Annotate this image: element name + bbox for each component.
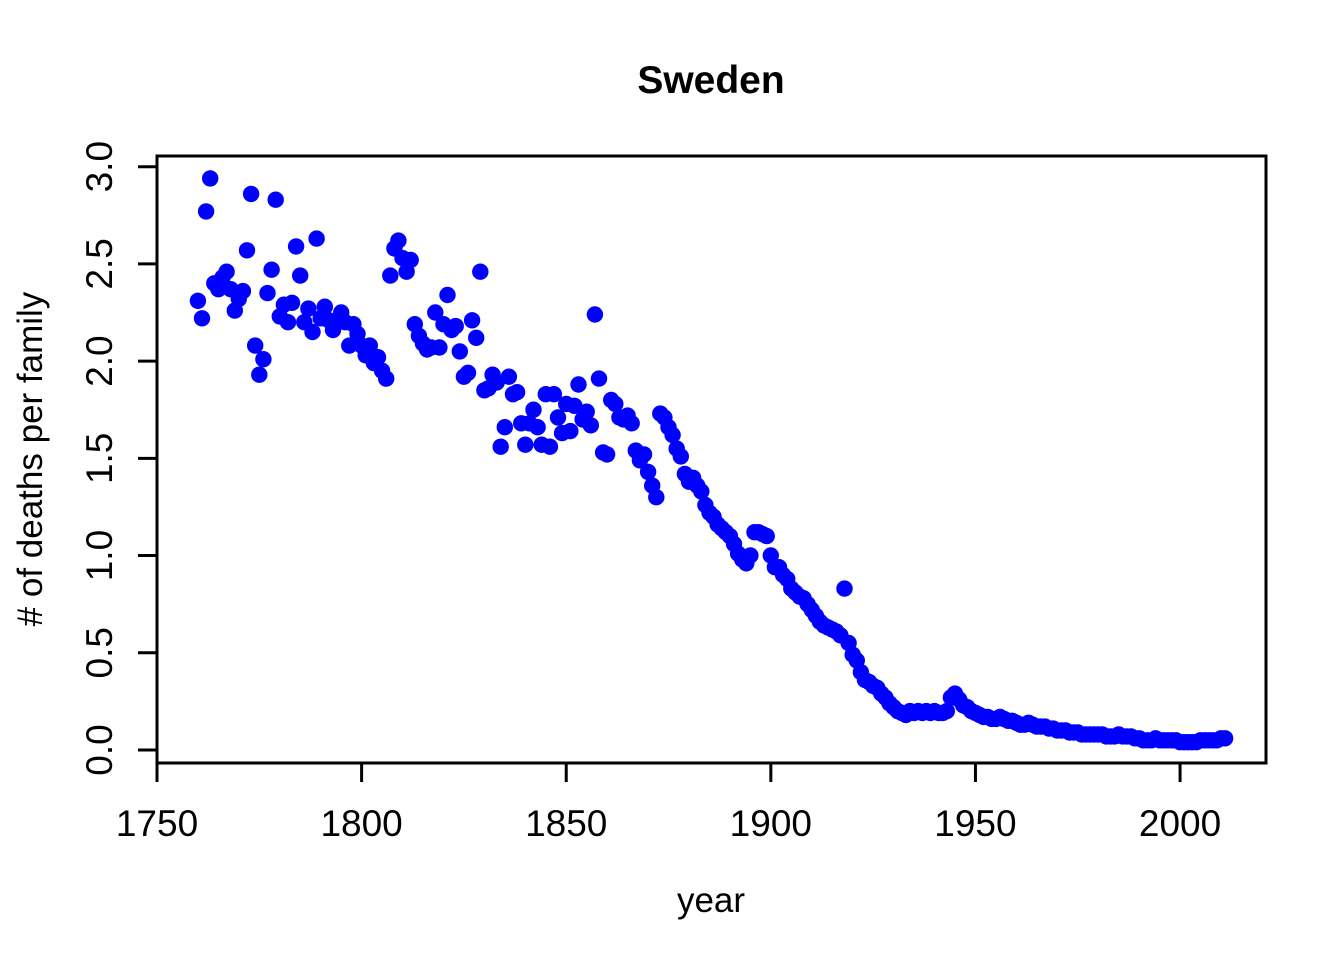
data-point <box>459 364 477 381</box>
data-point <box>496 419 513 436</box>
data-point <box>492 438 509 455</box>
data-point <box>508 384 526 401</box>
x-tick-label: 1900 <box>730 803 812 844</box>
data-point <box>447 317 464 335</box>
y-tick-label: 3.0 <box>79 141 120 192</box>
x-tick-label: 1850 <box>525 803 607 844</box>
plot-box <box>155 154 1268 765</box>
data-point <box>439 286 456 304</box>
data-point <box>267 191 284 208</box>
data-point <box>361 337 378 354</box>
data-point <box>545 386 563 403</box>
data-point <box>193 310 211 327</box>
data-point <box>283 294 301 311</box>
data-point <box>390 232 407 249</box>
x-tick-label: 1750 <box>116 803 198 844</box>
data-point <box>623 415 640 432</box>
x-tick-label: 1800 <box>320 803 402 844</box>
data-point <box>562 422 579 440</box>
y-tick-label: 1.0 <box>79 530 120 581</box>
data-points <box>189 170 1234 751</box>
data-point <box>451 343 468 360</box>
data-point <box>488 374 505 391</box>
data-point <box>259 284 276 302</box>
data-point <box>202 170 219 187</box>
data-point <box>402 251 419 269</box>
data-point <box>938 702 955 720</box>
data-point <box>234 282 252 300</box>
x-tick-label: 1950 <box>934 803 1016 844</box>
data-point <box>578 403 595 420</box>
data-point <box>586 306 604 323</box>
y-tick-label: 2.0 <box>79 335 120 386</box>
data-point <box>517 436 534 453</box>
y-axis-title: # of deaths per family <box>11 291 50 626</box>
data-point <box>197 203 215 220</box>
data-point <box>541 438 559 455</box>
data-point <box>635 446 653 463</box>
data-point <box>369 349 387 366</box>
x-axis-title: year <box>677 881 745 920</box>
x-axis-ticks: 1750 1800 1850 1900 1950 2000 <box>116 763 1221 844</box>
data-point <box>500 368 518 385</box>
data-point <box>549 409 567 426</box>
data-point <box>570 376 587 393</box>
data-point <box>463 312 481 329</box>
plot-title: Sweden <box>637 59 784 102</box>
y-tick-label: 0.0 <box>79 724 120 775</box>
data-point <box>742 547 759 564</box>
data-point <box>300 300 317 317</box>
data-point <box>758 527 775 545</box>
data-point <box>292 267 309 284</box>
data-point <box>664 426 681 444</box>
data-point <box>427 304 444 321</box>
data-point <box>472 263 489 280</box>
data-point <box>247 337 264 354</box>
data-point <box>263 261 280 278</box>
data-point <box>378 370 395 387</box>
data-point <box>341 337 358 354</box>
data-point <box>1216 730 1234 747</box>
data-point <box>431 339 448 356</box>
data-point <box>672 448 689 465</box>
data-point <box>238 242 256 259</box>
data-point <box>251 366 268 383</box>
data-point <box>189 292 207 309</box>
data-point <box>598 446 616 463</box>
data-point <box>648 489 665 506</box>
data-point <box>279 314 297 331</box>
data-point <box>304 323 321 341</box>
data-point <box>607 395 624 413</box>
y-tick-label: 2.5 <box>79 238 120 289</box>
data-point <box>287 238 305 255</box>
data-point <box>468 329 485 346</box>
y-axis-ticks: 0.0 0.5 1.0 1.5 2.0 2.5 3.0 <box>79 141 157 776</box>
data-point <box>382 267 399 284</box>
data-point <box>836 580 853 597</box>
data-point <box>525 401 542 418</box>
data-point <box>639 463 657 481</box>
data-point <box>316 298 333 315</box>
data-point <box>590 370 608 387</box>
data-point <box>529 419 546 436</box>
y-tick-label: 0.5 <box>79 627 120 678</box>
data-point <box>255 351 272 368</box>
data-point <box>308 230 325 247</box>
data-point <box>566 397 583 414</box>
y-tick-label: 1.5 <box>79 433 120 484</box>
data-point <box>218 263 235 280</box>
x-tick-label: 2000 <box>1139 803 1221 844</box>
data-point <box>242 185 260 203</box>
data-point <box>582 417 599 434</box>
data-point <box>693 483 710 500</box>
